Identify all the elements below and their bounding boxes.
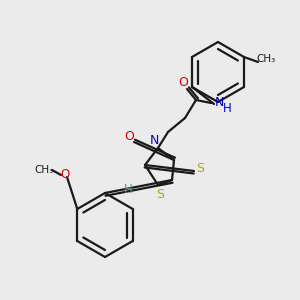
- Text: H: H: [124, 183, 133, 196]
- Text: S: S: [156, 188, 164, 202]
- Text: CH₃: CH₃: [256, 54, 276, 64]
- Text: O: O: [60, 169, 70, 182]
- Text: CH₃: CH₃: [34, 165, 54, 175]
- Text: H: H: [223, 101, 232, 115]
- Text: S: S: [196, 161, 204, 175]
- Text: O: O: [124, 130, 134, 142]
- Text: N: N: [215, 95, 224, 109]
- Text: N: N: [149, 134, 159, 146]
- Text: O: O: [178, 76, 188, 89]
